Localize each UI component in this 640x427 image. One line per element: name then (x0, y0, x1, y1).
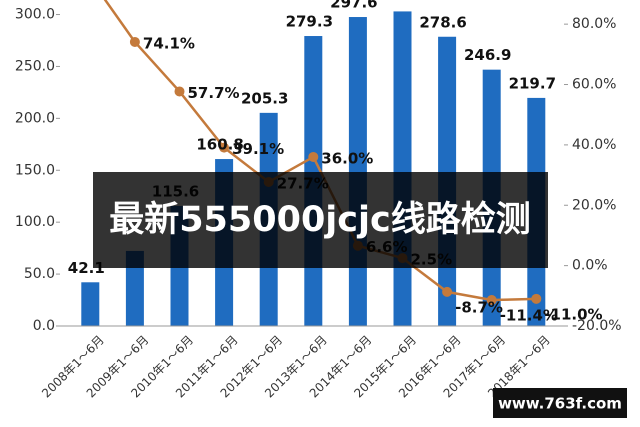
line-marker (174, 86, 185, 97)
bar-label: 279.3 (286, 13, 333, 31)
line-marker (129, 36, 140, 47)
y2-tick-label: 0.0% (572, 258, 608, 274)
y2-tick-label: 20.0% (572, 197, 616, 213)
line-marker (531, 293, 542, 304)
bar (393, 11, 412, 327)
line-label: 57.7% (188, 84, 240, 102)
bar-label: 278.6 (419, 13, 466, 31)
bar (81, 282, 100, 326)
y-tick-label: 150.0 (15, 162, 55, 178)
line-label: -11.4% (500, 307, 558, 325)
line-label: 39.1% (232, 140, 284, 158)
line-marker (442, 286, 453, 297)
line-label: 74.1% (143, 34, 195, 52)
bar-label: 297.6 (330, 0, 377, 12)
bar-label: 219.7 (509, 74, 556, 92)
bar-label: 160.8 (196, 136, 243, 154)
y2-tick-label: 80.0% (572, 16, 616, 32)
y-tick-label: 100.0 (15, 214, 55, 230)
y2-tick-label: 60.0% (572, 77, 616, 93)
y-tick-label: 300.0 (15, 7, 55, 23)
bar-label: 205.3 (241, 89, 288, 107)
bar (348, 17, 367, 326)
watermark: www.763f.com (498, 395, 622, 413)
watermark-box (493, 388, 627, 418)
line-marker (219, 142, 230, 153)
bar (125, 250, 144, 326)
y-tick-label: 250.0 (15, 58, 55, 74)
overlay-text: 最新555000jcjc线路检测 (109, 200, 531, 240)
line-marker (486, 295, 497, 306)
y-tick-label: 0.0 (33, 318, 55, 334)
line-label: 36.0% (321, 149, 373, 167)
y-tick-label: 50.0 (24, 266, 55, 282)
y-tick-label: 200.0 (15, 110, 55, 126)
bar-label: 246.9 (464, 46, 511, 64)
line-label: -11.0% (544, 305, 602, 323)
overlay-banner (93, 172, 548, 268)
line-marker (308, 151, 319, 162)
y2-tick-label: 40.0% (572, 137, 616, 153)
line-label: -8.7% (455, 298, 503, 316)
y2-tick-label: -20.0% (572, 318, 622, 334)
